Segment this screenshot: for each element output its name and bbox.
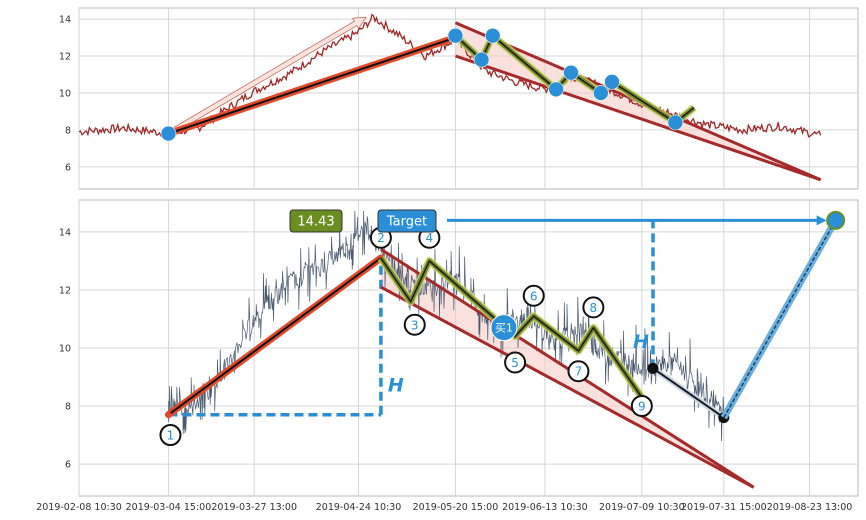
- bottom-wedge-upper-line: [380, 248, 755, 489]
- bottom-xtick-label: 2019-03-27 13:00: [211, 502, 297, 513]
- wave-number-label: 5: [511, 356, 519, 370]
- wave-number-label: 7: [575, 365, 583, 379]
- h-right-label: H: [633, 331, 649, 353]
- top-pivot-point: [548, 81, 564, 98]
- bottom-trend-line-inner: [167, 257, 382, 416]
- bottom-target-line-inner: [723, 219, 837, 418]
- bottom-xtick-label: 2019-02-08 10:30: [36, 502, 122, 513]
- top-pivot-point: [473, 51, 490, 68]
- bottom-ytick-label: 12: [59, 285, 71, 296]
- bottom-projection-line-inner: [652, 367, 725, 419]
- bottom-target-point: [826, 210, 846, 230]
- bottom-xtick-label: 2019-08-23 13:00: [767, 502, 853, 513]
- wave-number-circle: [159, 424, 182, 447]
- bottom-xtick-label: 2019-07-09 10:30: [599, 502, 685, 513]
- bottom-target-arrow-head: [816, 215, 827, 226]
- top-wedge-lower-line: [455, 54, 822, 182]
- top-ytick-label: 6: [65, 162, 71, 173]
- bottom-zigzag-inner: [380, 257, 643, 398]
- buy-marker-label: 买1: [495, 322, 513, 335]
- wave-number-circle: [403, 313, 426, 336]
- bottom-xtick-label: 2019-06-13 10:30: [502, 502, 588, 513]
- wave-number-label: 9: [638, 400, 646, 414]
- bottom-ytick-label: 14: [59, 227, 71, 238]
- top-ytick-label: 10: [59, 88, 71, 99]
- wave-number-label: 8: [590, 301, 598, 315]
- bottom-projection-start-point: [647, 362, 659, 374]
- target-tag-box: [377, 209, 437, 233]
- wave-number-label: 1: [167, 429, 175, 443]
- wave-number-label: 4: [426, 231, 434, 245]
- bottom-xtick-label: 2019-03-04 15:00: [126, 502, 212, 513]
- top-ytick-label: 14: [59, 15, 71, 26]
- top-projection-arrow: [166, 16, 367, 137]
- bottom-xtick-label: 2019-07-31 15:00: [681, 502, 767, 513]
- top-pivot-point: [484, 27, 501, 44]
- bottom-ytick-label: 8: [65, 402, 71, 413]
- price-tag-box: [289, 209, 343, 233]
- wave-number-circle: [522, 284, 545, 307]
- top-pivot-point: [667, 114, 684, 131]
- top-pivot-point: [593, 85, 609, 101]
- bottom-ytick-label: 6: [65, 460, 71, 471]
- wave-number-circle: [582, 296, 605, 319]
- top-ytick-label: 12: [59, 52, 71, 63]
- top-price-line: [78, 13, 822, 138]
- bottom-wave-start-dot: [165, 411, 172, 418]
- bottom-ytick-label: 10: [59, 344, 71, 355]
- wave-number-circle: [504, 351, 527, 374]
- bottom-xtick-label: 2019-05-20 15:00: [413, 502, 499, 513]
- bottom-wedge-lower-line: [380, 285, 755, 489]
- target-tag-label: Target: [386, 215, 427, 230]
- bottom-xtick-label: 2019-04-24 10:30: [316, 502, 402, 513]
- wave-number-label: 2: [377, 231, 385, 245]
- wave-number-label: 6: [530, 289, 538, 303]
- h-left-label: H: [388, 375, 404, 397]
- top-ytick-label: 8: [65, 125, 71, 136]
- top-trend-line-inner: [168, 36, 456, 135]
- top-pivot-point: [160, 125, 177, 142]
- price-tag-label: 14.43: [297, 215, 334, 230]
- top-pivot-point: [563, 64, 579, 81]
- top-pivot-point: [604, 74, 620, 90]
- buy-marker: [490, 314, 518, 342]
- wave-number-label: 3: [411, 318, 419, 332]
- top-pivot-point: [447, 27, 464, 44]
- wave-number-circle: [567, 360, 590, 383]
- wave-number-circle: [630, 395, 653, 418]
